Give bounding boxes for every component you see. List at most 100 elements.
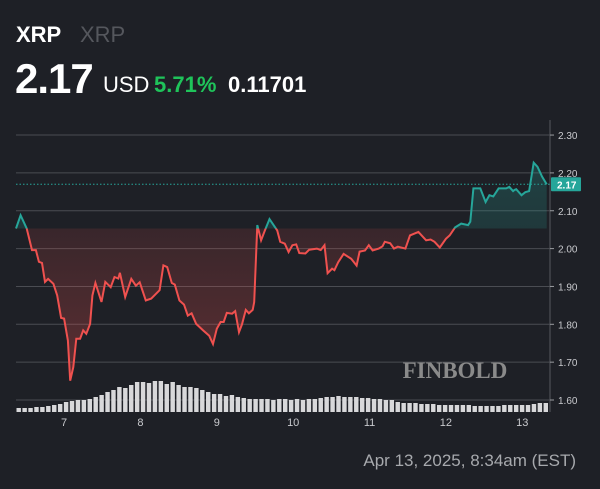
volume-bar (75, 400, 81, 412)
volume-bar (431, 404, 436, 412)
volume-bar (377, 399, 383, 412)
volume-bar (531, 404, 537, 412)
volume-bar (152, 381, 158, 412)
area-fill-down (16, 228, 547, 381)
x-tick-label: 11 (364, 417, 375, 429)
current-price-tag-label: 2.17 (557, 180, 577, 191)
volume-bar (146, 383, 152, 412)
volume-bar (436, 405, 442, 412)
y-tick-label: 1.80 (558, 320, 578, 331)
volume-bar (22, 408, 27, 412)
volume-bar (371, 399, 377, 412)
volume-bar (235, 397, 241, 412)
volume-bar (265, 399, 270, 412)
volume-bar (496, 406, 501, 412)
volume-bar (200, 390, 205, 412)
finbold-watermark: FINBOLD (403, 358, 508, 383)
volume-bar (182, 387, 187, 412)
price-line-down (16, 228, 456, 381)
volume-bar (413, 403, 418, 412)
volume-bar (105, 392, 110, 412)
x-tick-label: 9 (214, 417, 220, 429)
x-tick-label: 10 (287, 417, 299, 429)
volume-bar (330, 397, 335, 412)
y-tick-label: 1.70 (558, 358, 578, 369)
volume-bar (158, 381, 164, 412)
volume-bar (57, 404, 63, 412)
x-tick-label: 12 (440, 417, 452, 429)
volume-bar (16, 408, 21, 412)
volume-bar (253, 399, 258, 412)
volume-bar (365, 398, 371, 412)
current-price-tag (551, 177, 581, 192)
volume-bar (389, 400, 395, 412)
y-tick-label: 2.10 (558, 207, 578, 218)
volume-bar (241, 398, 246, 412)
y-tick-label: 1.90 (558, 282, 578, 293)
volume-bar (502, 405, 507, 412)
volume-bar (117, 387, 122, 412)
volume-bar (543, 403, 548, 412)
volume-bar (419, 404, 424, 412)
volume-bar (288, 400, 294, 412)
volume-bar (537, 403, 543, 412)
y-tick-label: 2.30 (558, 131, 578, 142)
volume-bar (306, 399, 312, 412)
volume-bar (99, 395, 104, 412)
x-tick-label: 13 (516, 417, 528, 429)
volume-bar (359, 398, 365, 412)
volume-bar (164, 384, 169, 412)
volume-bar (188, 387, 193, 412)
volume-bar (81, 400, 87, 412)
volume-bar (170, 382, 175, 412)
volume-bar (34, 407, 39, 412)
x-tick-label: 7 (61, 417, 67, 429)
volume-bar (490, 406, 495, 412)
volume-bar (354, 397, 359, 412)
volume-bar (277, 399, 282, 412)
volume-bar (206, 392, 211, 412)
volume-bar (460, 405, 466, 412)
volume-bar (28, 408, 33, 412)
volume-bar (271, 400, 276, 412)
timestamp: Apr 13, 2025, 8:34am (EST) (363, 451, 576, 470)
volume-bar (484, 406, 489, 412)
volume-bar (324, 397, 329, 412)
volume-bar (40, 407, 45, 412)
volume-bar (111, 390, 116, 412)
volume-bar (247, 399, 252, 412)
volume-bar (519, 405, 525, 412)
volume-bar (395, 402, 400, 412)
volume-bar (425, 404, 430, 412)
y-tick-label: 2.00 (558, 245, 578, 256)
volume-bar (194, 388, 199, 412)
currency: USD (103, 72, 150, 97)
price-line-up (15, 160, 548, 229)
volume-bar (401, 403, 406, 412)
volume-bar (342, 397, 347, 412)
volume-bar (383, 400, 389, 412)
current-price: 2.17 (15, 55, 94, 102)
volume-bar (217, 394, 223, 412)
volume-bar (283, 399, 288, 412)
volume-bar (294, 399, 300, 412)
y-tick-label: 1.60 (558, 396, 578, 407)
volume-bar (176, 385, 181, 412)
y-tick-label: 2.20 (558, 169, 578, 180)
volume-bar (513, 405, 519, 412)
volume-bar (129, 385, 134, 412)
volume-bar (223, 396, 229, 412)
volume-bar (300, 400, 306, 412)
volume-bar (69, 401, 75, 412)
symbol: XRP (16, 22, 62, 47)
x-tick-label: 8 (137, 417, 143, 429)
volume-bar (93, 397, 98, 412)
asset-name: XRP (80, 22, 126, 47)
volume-bar (454, 405, 460, 412)
volume-bar (336, 396, 341, 412)
volume-bar (211, 394, 217, 412)
volume-bar (448, 405, 454, 412)
volume-bar (46, 406, 51, 412)
volume-bar (63, 402, 69, 412)
